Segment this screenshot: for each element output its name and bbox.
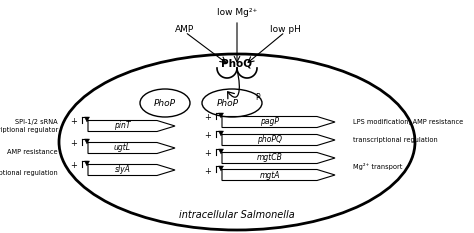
- Polygon shape: [219, 166, 224, 171]
- Polygon shape: [88, 164, 175, 175]
- Polygon shape: [222, 153, 335, 164]
- Text: pinT: pinT: [114, 121, 131, 130]
- Text: P: P: [255, 93, 260, 103]
- Text: PhoP: PhoP: [217, 99, 239, 107]
- Polygon shape: [219, 149, 224, 154]
- Polygon shape: [219, 131, 224, 136]
- Text: pagP: pagP: [260, 117, 279, 127]
- Text: post-transcriptional regulator: post-transcriptional regulator: [0, 127, 58, 133]
- Text: mgtA: mgtA: [259, 171, 280, 179]
- Text: phoPQ: phoPQ: [257, 136, 282, 144]
- Polygon shape: [222, 169, 335, 181]
- Text: ugtL: ugtL: [114, 144, 131, 153]
- Text: +: +: [205, 150, 211, 158]
- Text: AMP resistance: AMP resistance: [8, 149, 58, 155]
- Polygon shape: [88, 120, 175, 131]
- Text: +: +: [205, 113, 211, 123]
- Polygon shape: [222, 116, 335, 127]
- FancyArrowPatch shape: [228, 70, 239, 99]
- Text: SPI-1/2 sRNA: SPI-1/2 sRNA: [15, 119, 58, 125]
- Polygon shape: [84, 161, 90, 166]
- Text: transcriptional regulation: transcriptional regulation: [353, 137, 438, 143]
- Text: LPS modification, AMP resistance: LPS modification, AMP resistance: [353, 119, 463, 125]
- Text: intracellular Salmonella: intracellular Salmonella: [179, 210, 295, 220]
- Polygon shape: [219, 113, 224, 118]
- Text: PhoQ: PhoQ: [221, 59, 253, 69]
- Text: +: +: [71, 140, 77, 148]
- Text: low pH: low pH: [270, 25, 301, 34]
- Text: +: +: [205, 167, 211, 175]
- Polygon shape: [84, 117, 90, 122]
- Text: PhoP: PhoP: [154, 99, 176, 107]
- Text: +: +: [71, 161, 77, 171]
- Polygon shape: [84, 139, 90, 144]
- Text: slyA: slyA: [115, 165, 130, 175]
- Text: AMP: AMP: [175, 25, 195, 34]
- Polygon shape: [88, 143, 175, 154]
- Text: low Mg²⁺: low Mg²⁺: [217, 8, 257, 17]
- Text: mgtCB: mgtCB: [256, 154, 283, 162]
- Text: +: +: [71, 117, 77, 127]
- Text: transcriptional regulation: transcriptional regulation: [0, 170, 58, 176]
- Polygon shape: [222, 134, 335, 145]
- Text: Mg²⁺ transport: Mg²⁺ transport: [353, 164, 402, 171]
- Text: +: +: [205, 131, 211, 140]
